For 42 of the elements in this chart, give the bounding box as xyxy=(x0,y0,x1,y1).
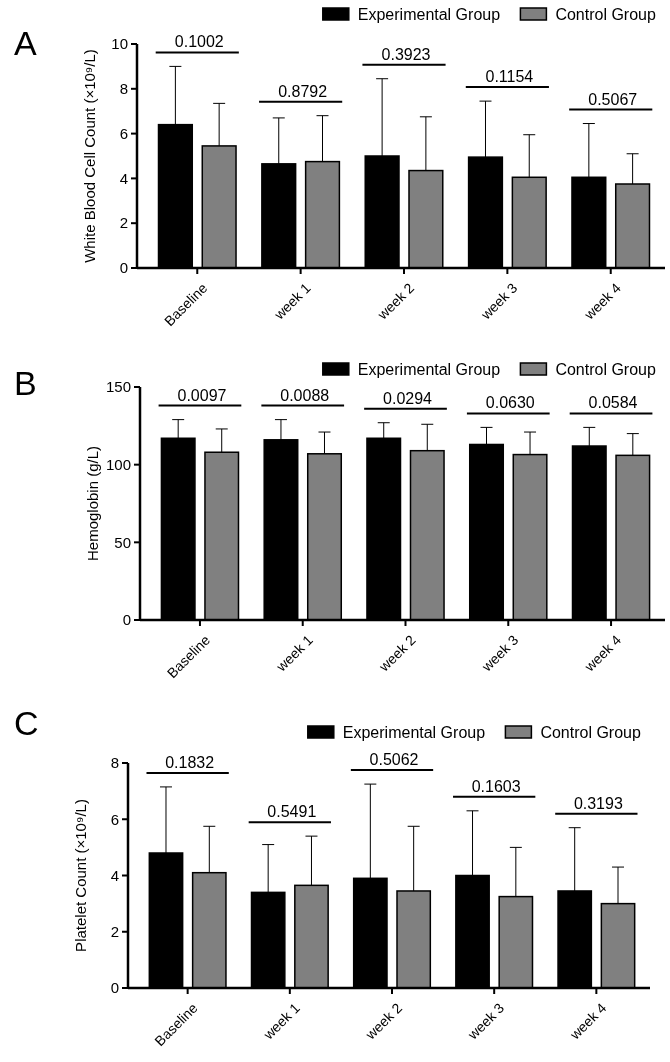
annotation: 0.5062 xyxy=(369,751,419,769)
annotation: 0.0630 xyxy=(485,394,535,412)
chart-title: B xyxy=(14,364,37,402)
annotation: 0.1832 xyxy=(165,753,215,771)
y-tick-label: 6 xyxy=(119,124,128,142)
y-tick-label: 100 xyxy=(105,455,131,473)
annotation: 0.1603 xyxy=(471,777,521,795)
y-tick-label: 0 xyxy=(122,611,131,629)
y-tick-label: 10 xyxy=(111,35,128,53)
annotation: 0.0294 xyxy=(383,389,433,407)
y-tick-label: 150 xyxy=(105,378,131,396)
annotation: 0.0097 xyxy=(177,386,227,404)
legend-label: Experimental Group xyxy=(342,723,486,741)
y-tick-label: 6 xyxy=(110,810,119,828)
y-tick-label: 0 xyxy=(110,979,119,997)
y-tick-label: 8 xyxy=(110,754,119,772)
y-axis-title: Platelet Count (×10⁹/L) xyxy=(72,799,89,952)
y-tick-label: 8 xyxy=(119,80,128,98)
annotation: 0.1154 xyxy=(485,68,534,86)
y-tick-label: 4 xyxy=(110,866,119,884)
annotation: 0.5491 xyxy=(267,803,317,821)
y-axis-title: Hemoglobin (g/L) xyxy=(84,445,101,562)
chart-title: A xyxy=(14,24,37,62)
legend-label: Control Group xyxy=(540,723,641,741)
annotation: 0.3193 xyxy=(573,794,623,812)
legend-label: Experimental Group xyxy=(357,5,501,23)
y-tick-label: 2 xyxy=(110,923,119,940)
y-tick-label: 4 xyxy=(119,169,128,187)
annotation: 0.5067 xyxy=(588,90,638,108)
y-tick-label: 50 xyxy=(114,533,131,551)
annotation: 0.8792 xyxy=(278,82,328,100)
legend-label: Control Group xyxy=(555,5,656,23)
chart-title: C xyxy=(14,704,39,742)
annotation: 0.1002 xyxy=(174,33,224,51)
legend-label: Control Group xyxy=(555,360,656,378)
annotation: 0.3923 xyxy=(381,45,431,63)
annotation: 0.0584 xyxy=(588,394,638,412)
y-axis-title: White Blood Cell Count (×10⁹/L) xyxy=(81,49,98,263)
y-tick-label: 0 xyxy=(119,259,128,277)
legend-label: Experimental Group xyxy=(357,360,501,378)
y-tick-label: 2 xyxy=(119,214,128,232)
annotation: 0.0088 xyxy=(280,386,330,404)
